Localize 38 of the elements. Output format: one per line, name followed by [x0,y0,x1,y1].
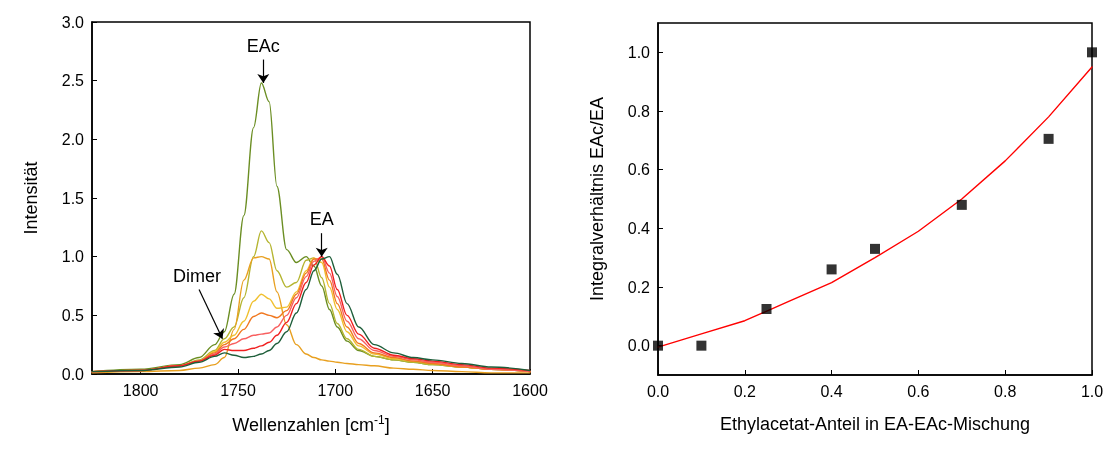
point [1043,133,1054,144]
annotation: Dimer [172,266,221,286]
annotation: EAc [246,35,280,56]
x-tick-label: 0.4 [820,382,843,400]
y-tick-label: 1.0 [61,248,85,266]
point [653,340,663,351]
y-tick-label: 0.5 [61,306,85,324]
x-tick-label: 0.8 [994,382,1017,400]
point [696,340,707,351]
y-tick-label: 3.0 [61,13,85,31]
x-tick-label: 1650 [414,381,451,399]
x-tick-label: 1700 [317,381,354,399]
y-tick-label: 0.8 [627,102,651,120]
y-tick-label: 0.4 [627,219,651,237]
y-tick-label: 0.6 [627,161,651,179]
x-tick-label: 1.0 [1080,382,1104,400]
y-tick-label: 2.5 [61,72,85,90]
y-axis-title: Integralverhältnis EAc/EA [587,96,607,302]
x-tick-label: 1750 [220,381,256,399]
point [870,243,880,254]
y-axis-title: Intensität [21,161,41,235]
point [1087,47,1097,58]
x-tick-label: 1600 [512,381,548,399]
y-tick-label: 1.0 [627,43,651,61]
y-tick-label: 0.0 [627,337,651,355]
annotation: EA [309,209,334,230]
x-tick-label: 0.6 [907,382,930,400]
y-tick-label: 1.5 [61,189,85,207]
x-axis-title: Ethylacetat-Anteil in EA-EAc-Mischung [719,414,1031,434]
x-tick-label: 0.0 [646,382,670,400]
y-tick-label: 0.0 [61,365,85,383]
point [826,264,837,275]
x-tick-label: 0.2 [733,382,757,400]
y-tick-label: 2.0 [61,130,85,148]
point [956,199,967,210]
x-tick-label: 1800 [122,381,159,399]
y-tick-label: 0.2 [627,278,651,296]
point [761,304,772,314]
